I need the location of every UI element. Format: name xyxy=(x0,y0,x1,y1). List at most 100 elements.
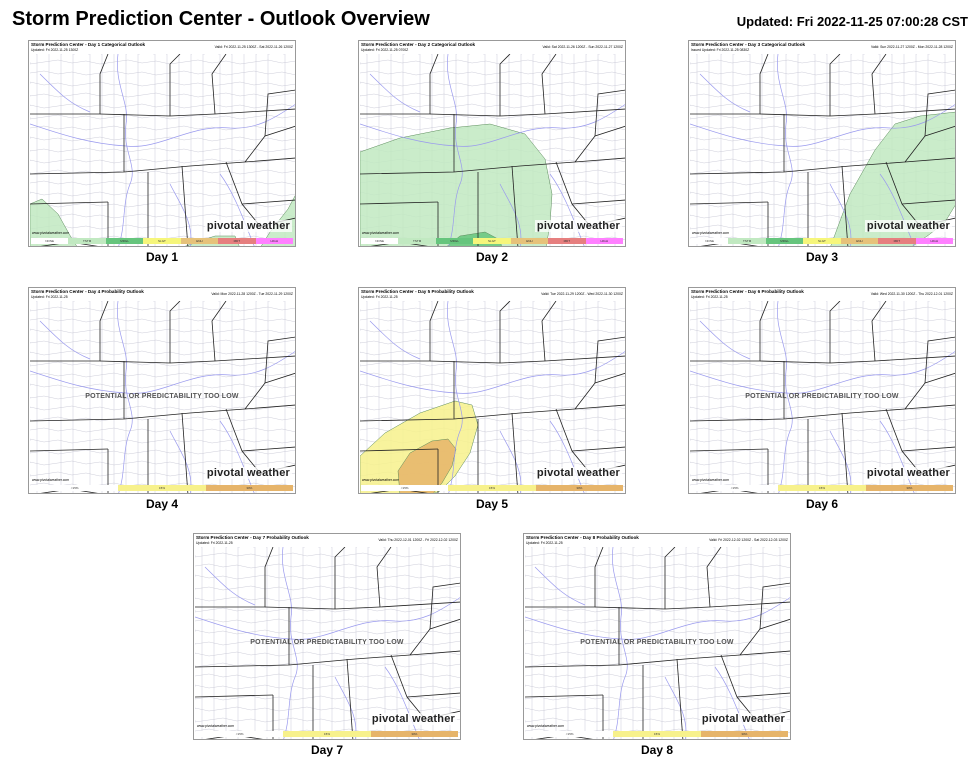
map-canvas xyxy=(360,301,625,493)
day-label: Day 5 xyxy=(475,497,509,511)
legend-entry: SLGT xyxy=(143,238,181,244)
day-label: Day 7 xyxy=(310,743,344,757)
outlook-panel-day-8[interactable]: Storm Prediction Center - Day 8 Probabil… xyxy=(523,533,791,758)
outlook-map[interactable]: Storm Prediction Center - Day 1 Categori… xyxy=(28,40,296,247)
day-label: Day 2 xyxy=(475,250,509,264)
risk-area-tstm xyxy=(260,195,295,246)
state-borders xyxy=(360,54,625,246)
map-title: Storm Prediction Center - Day 7 Probabil… xyxy=(196,535,309,540)
state-borders xyxy=(690,301,955,493)
brand-url: www.pivotalweather.com xyxy=(32,478,70,482)
map-title: Storm Prediction Center - Day 1 Categori… xyxy=(31,42,146,47)
legend-entry: 15% xyxy=(778,485,866,491)
outlook-panel-day-2[interactable]: Storm Prediction Center - Day 2 Categori… xyxy=(358,40,626,265)
outlook-panel-day-3[interactable]: Storm Prediction Center - Day 3 Categori… xyxy=(688,40,956,265)
map-title: Storm Prediction Center - Day 8 Probabil… xyxy=(526,535,639,540)
map-title: Storm Prediction Center - Day 6 Probabil… xyxy=(691,289,804,294)
legend-entry: MDT xyxy=(878,238,916,244)
brand-logo: pivotal weather xyxy=(864,467,952,479)
legend-entry: 30% xyxy=(865,485,953,491)
brand-url: www.pivotalweather.com xyxy=(362,231,400,235)
map-valid-period: Valid: Sat 2022-11-26 1200Z - Sun 2022-1… xyxy=(542,45,624,49)
map-header: Storm Prediction Center - Day 8 Probabil… xyxy=(526,535,788,547)
outlook-panel-day-7[interactable]: Storm Prediction Center - Day 7 Probabil… xyxy=(193,533,461,758)
outlook-map[interactable]: Storm Prediction Center - Day 8 Probabil… xyxy=(523,533,791,740)
day-label: Day 4 xyxy=(145,497,179,511)
legend-entry: 15% xyxy=(283,731,371,737)
brand-url: www.pivotalweather.com xyxy=(692,231,730,235)
state-borders xyxy=(525,547,790,739)
legend-entry: 15% xyxy=(448,485,536,491)
state-borders xyxy=(30,54,295,246)
brand-url: www.pivotalweather.com xyxy=(362,478,400,482)
map-title: Storm Prediction Center - Day 5 Probabil… xyxy=(361,289,474,294)
outlook-panel-day-1[interactable]: Storm Prediction Center - Day 1 Categori… xyxy=(28,40,296,265)
legend-entry: ENH xyxy=(180,238,219,244)
map-header: Storm Prediction Center - Day 5 Probabil… xyxy=(361,289,623,301)
map-updated: Updated: Fri 2022-11-25 xyxy=(31,295,68,299)
map-canvas xyxy=(360,54,625,246)
map-title: Storm Prediction Center - Day 3 Categori… xyxy=(691,42,806,47)
map-header: Storm Prediction Center - Day 6 Probabil… xyxy=(691,289,953,301)
map-updated: Updated: Fri 2022-11-25 xyxy=(526,541,563,545)
brand-logo: pivotal weather xyxy=(204,220,292,232)
brand-logo: pivotal weather xyxy=(204,467,292,479)
river-lines xyxy=(690,301,955,493)
map-updated: Updated: Fri 2022-11-25 xyxy=(361,295,398,299)
brand-url: www.pivotalweather.com xyxy=(692,478,730,482)
brand-logo: pivotal weather xyxy=(864,220,952,232)
outlook-legend: <15% 15% 30% xyxy=(196,731,458,737)
outlook-legend: NONE TSTM MRGL SLGT ENH MDT HIGH xyxy=(31,238,293,244)
brand-url: www.pivotalweather.com xyxy=(32,231,70,235)
legend-entry: 30% xyxy=(700,731,788,737)
outlook-map[interactable]: Storm Prediction Center - Day 5 Probabil… xyxy=(358,287,626,494)
outlook-panel-day-4[interactable]: Storm Prediction Center - Day 4 Probabil… xyxy=(28,287,296,512)
brand-logo: pivotal weather xyxy=(534,467,622,479)
map-canvas xyxy=(690,301,955,493)
map-canvas xyxy=(525,547,790,739)
map-title: Storm Prediction Center - Day 2 Categori… xyxy=(361,42,476,47)
outlook-map[interactable]: Storm Prediction Center - Day 6 Probabil… xyxy=(688,287,956,494)
outlook-legend: <15% 15% 30% xyxy=(31,485,293,491)
risk-area-prob30 xyxy=(397,438,457,493)
outlook-legend: <15% 15% 30% xyxy=(526,731,788,737)
legend-entry: TSTM xyxy=(398,238,436,244)
map-valid-period: Valid: Fri 2022-12-02 1200Z - Sat 2022-1… xyxy=(709,538,788,542)
low-predictability-note: POTENTIAL OR PREDICTABILITY TOO LOW xyxy=(745,393,899,400)
outlook-panel-day-6[interactable]: Storm Prediction Center - Day 6 Probabil… xyxy=(688,287,956,512)
brand-logo: pivotal weather xyxy=(534,220,622,232)
map-canvas xyxy=(30,54,295,246)
legend-entry: TSTM xyxy=(68,238,106,244)
day-label: Day 6 xyxy=(805,497,839,511)
map-updated: Updated: Fri 2022-11-25 1300Z xyxy=(31,48,79,52)
map-header: Storm Prediction Center - Day 2 Categori… xyxy=(361,42,623,54)
low-predictability-note: POTENTIAL OR PREDICTABILITY TOO LOW xyxy=(580,639,734,646)
legend-entry: ENH xyxy=(510,238,549,244)
map-valid-period: Valid: Thu 2022-12-01 1200Z - Fri 2022-1… xyxy=(378,538,458,542)
legend-entry: <15% xyxy=(196,731,284,737)
outlook-map[interactable]: Storm Prediction Center - Day 3 Categori… xyxy=(688,40,956,247)
map-valid-period: Valid: Wed 2022-11-30 1200Z - Thu 2022-1… xyxy=(870,292,953,296)
legend-entry: MDT xyxy=(218,238,256,244)
risk-area-tstm xyxy=(360,123,553,246)
legend-entry: NONE xyxy=(31,238,69,244)
day-label: Day 3 xyxy=(805,250,839,264)
county-lines xyxy=(195,547,460,739)
state-borders xyxy=(30,301,295,493)
outlook-legend: <15% 15% 30% xyxy=(361,485,623,491)
legend-entry: SLGT xyxy=(473,238,511,244)
map-valid-period: Valid: Fri 2022-11-25 1300Z - Sat 2022-1… xyxy=(214,45,293,49)
outlook-map[interactable]: Storm Prediction Center - Day 7 Probabil… xyxy=(193,533,461,740)
legend-entry: <15% xyxy=(361,485,449,491)
legend-entry: NONE xyxy=(361,238,399,244)
outlook-panel-day-5[interactable]: Storm Prediction Center - Day 5 Probabil… xyxy=(358,287,626,512)
outlook-map[interactable]: Storm Prediction Center - Day 4 Probabil… xyxy=(28,287,296,494)
map-updated: Updated: Fri 2022-11-25 xyxy=(196,541,233,545)
legend-entry: 15% xyxy=(118,485,206,491)
river-lines xyxy=(525,547,790,739)
legend-entry: ENH xyxy=(840,238,879,244)
legend-entry: HIGH xyxy=(585,238,623,244)
legend-entry: TSTM xyxy=(728,238,766,244)
brand-url: www.pivotalweather.com xyxy=(527,724,565,728)
outlook-map[interactable]: Storm Prediction Center - Day 2 Categori… xyxy=(358,40,626,247)
